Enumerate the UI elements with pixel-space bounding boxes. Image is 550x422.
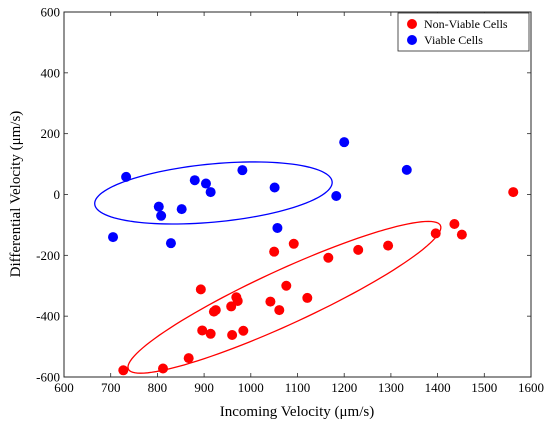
point-viable-cells-9: [237, 165, 248, 176]
point-non-viable-cells-4: [197, 325, 208, 336]
point-non-viable-cells-3: [195, 284, 206, 295]
point-non-viable-cells-23: [449, 219, 460, 229]
x-tick-label-1000: 1000: [238, 380, 264, 395]
point-non-viable-cells-7: [210, 305, 221, 316]
legend-marker-non-viable: [407, 19, 417, 29]
y-tick-label--200: -200: [36, 248, 60, 263]
point-non-viable-cells-18: [302, 292, 313, 303]
x-tick-label-700: 700: [101, 380, 121, 395]
point-viable-cells-14: [401, 164, 412, 175]
legend-marker-viable: [407, 35, 417, 45]
legend-box: [397, 12, 530, 52]
point-non-viable-cells-16: [281, 280, 292, 291]
plot-area: [63, 11, 532, 378]
y-axis-title: Differential Velocity (μm/s): [8, 111, 24, 278]
y-tick-label-0: 0: [54, 187, 61, 202]
point-non-viable-cells-9: [227, 330, 238, 341]
point-viable-cells-8: [205, 187, 216, 198]
x-tick-label-1100: 1100: [285, 380, 311, 395]
point-non-viable-cells-17: [288, 238, 299, 249]
y-tick-label-200: 200: [41, 126, 61, 141]
point-viable-cells-12: [331, 191, 342, 202]
legend: Non-Viable Cells Viable Cells: [397, 12, 530, 52]
point-non-viable-cells-21: [383, 240, 394, 251]
legend-label-non-viable: Non-Viable Cells: [424, 17, 508, 31]
data-points: [108, 137, 519, 376]
confidence-ellipses: [94, 161, 442, 374]
point-non-viable-cells-5: [205, 328, 216, 339]
x-tick-label-1300: 1300: [378, 380, 404, 395]
y-tick-label--600: -600: [36, 370, 60, 385]
point-viable-cells-2: [153, 201, 164, 212]
x-tick-label-1200: 1200: [331, 380, 357, 395]
point-viable-cells-13: [339, 137, 350, 148]
point-non-viable-cells-8: [226, 301, 237, 312]
y-tick-label-400: 400: [41, 65, 61, 80]
x-tick-label-1600: 1600: [518, 380, 544, 395]
point-viable-cells-6: [189, 175, 200, 186]
point-viable-cells-1: [121, 171, 132, 182]
point-non-viable-cells-22: [430, 228, 441, 239]
point-viable-cells-4: [165, 238, 176, 249]
ellipse-non-viable-cells: [127, 220, 442, 374]
point-viable-cells-0: [108, 232, 119, 243]
point-non-viable-cells-20: [353, 244, 364, 255]
y-tick-label--400: -400: [36, 309, 60, 324]
point-viable-cells-11: [272, 222, 283, 233]
x-axis-title: Incoming Velocity (μm/s): [220, 404, 374, 420]
tick-labels: 600 700 800 900 1000 1100 1200 1300 1400 1500 1600…: [36, 5, 544, 396]
point-non-viable-cells-2: [183, 353, 194, 364]
y-tick-label-600: 600: [41, 5, 61, 20]
point-non-viable-cells-11: [232, 295, 243, 306]
point-viable-cells-7: [200, 178, 211, 189]
point-viable-cells-5: [176, 204, 187, 215]
legend-label-viable: Viable Cells: [424, 33, 483, 47]
point-non-viable-cells-14: [269, 246, 280, 257]
x-tick-label-600: 600: [54, 380, 74, 395]
point-non-viable-cells-13: [265, 296, 276, 307]
point-non-viable-cells-25: [508, 187, 519, 198]
point-non-viable-cells-19: [323, 252, 334, 263]
x-tick-label-1500: 1500: [471, 380, 497, 395]
point-non-viable-cells-0: [118, 365, 129, 376]
x-tick-label-800: 800: [148, 380, 168, 395]
point-viable-cells-10: [269, 182, 280, 193]
point-viable-cells-3: [156, 210, 167, 221]
ellipse-viable-cells: [94, 161, 333, 225]
point-non-viable-cells-15: [274, 305, 285, 316]
point-non-viable-cells-1: [158, 363, 168, 374]
point-non-viable-cells-24: [456, 229, 467, 240]
x-tick-label-900: 900: [194, 380, 214, 395]
point-non-viable-cells-12: [238, 325, 249, 336]
x-tick-label-1400: 1400: [425, 380, 451, 395]
